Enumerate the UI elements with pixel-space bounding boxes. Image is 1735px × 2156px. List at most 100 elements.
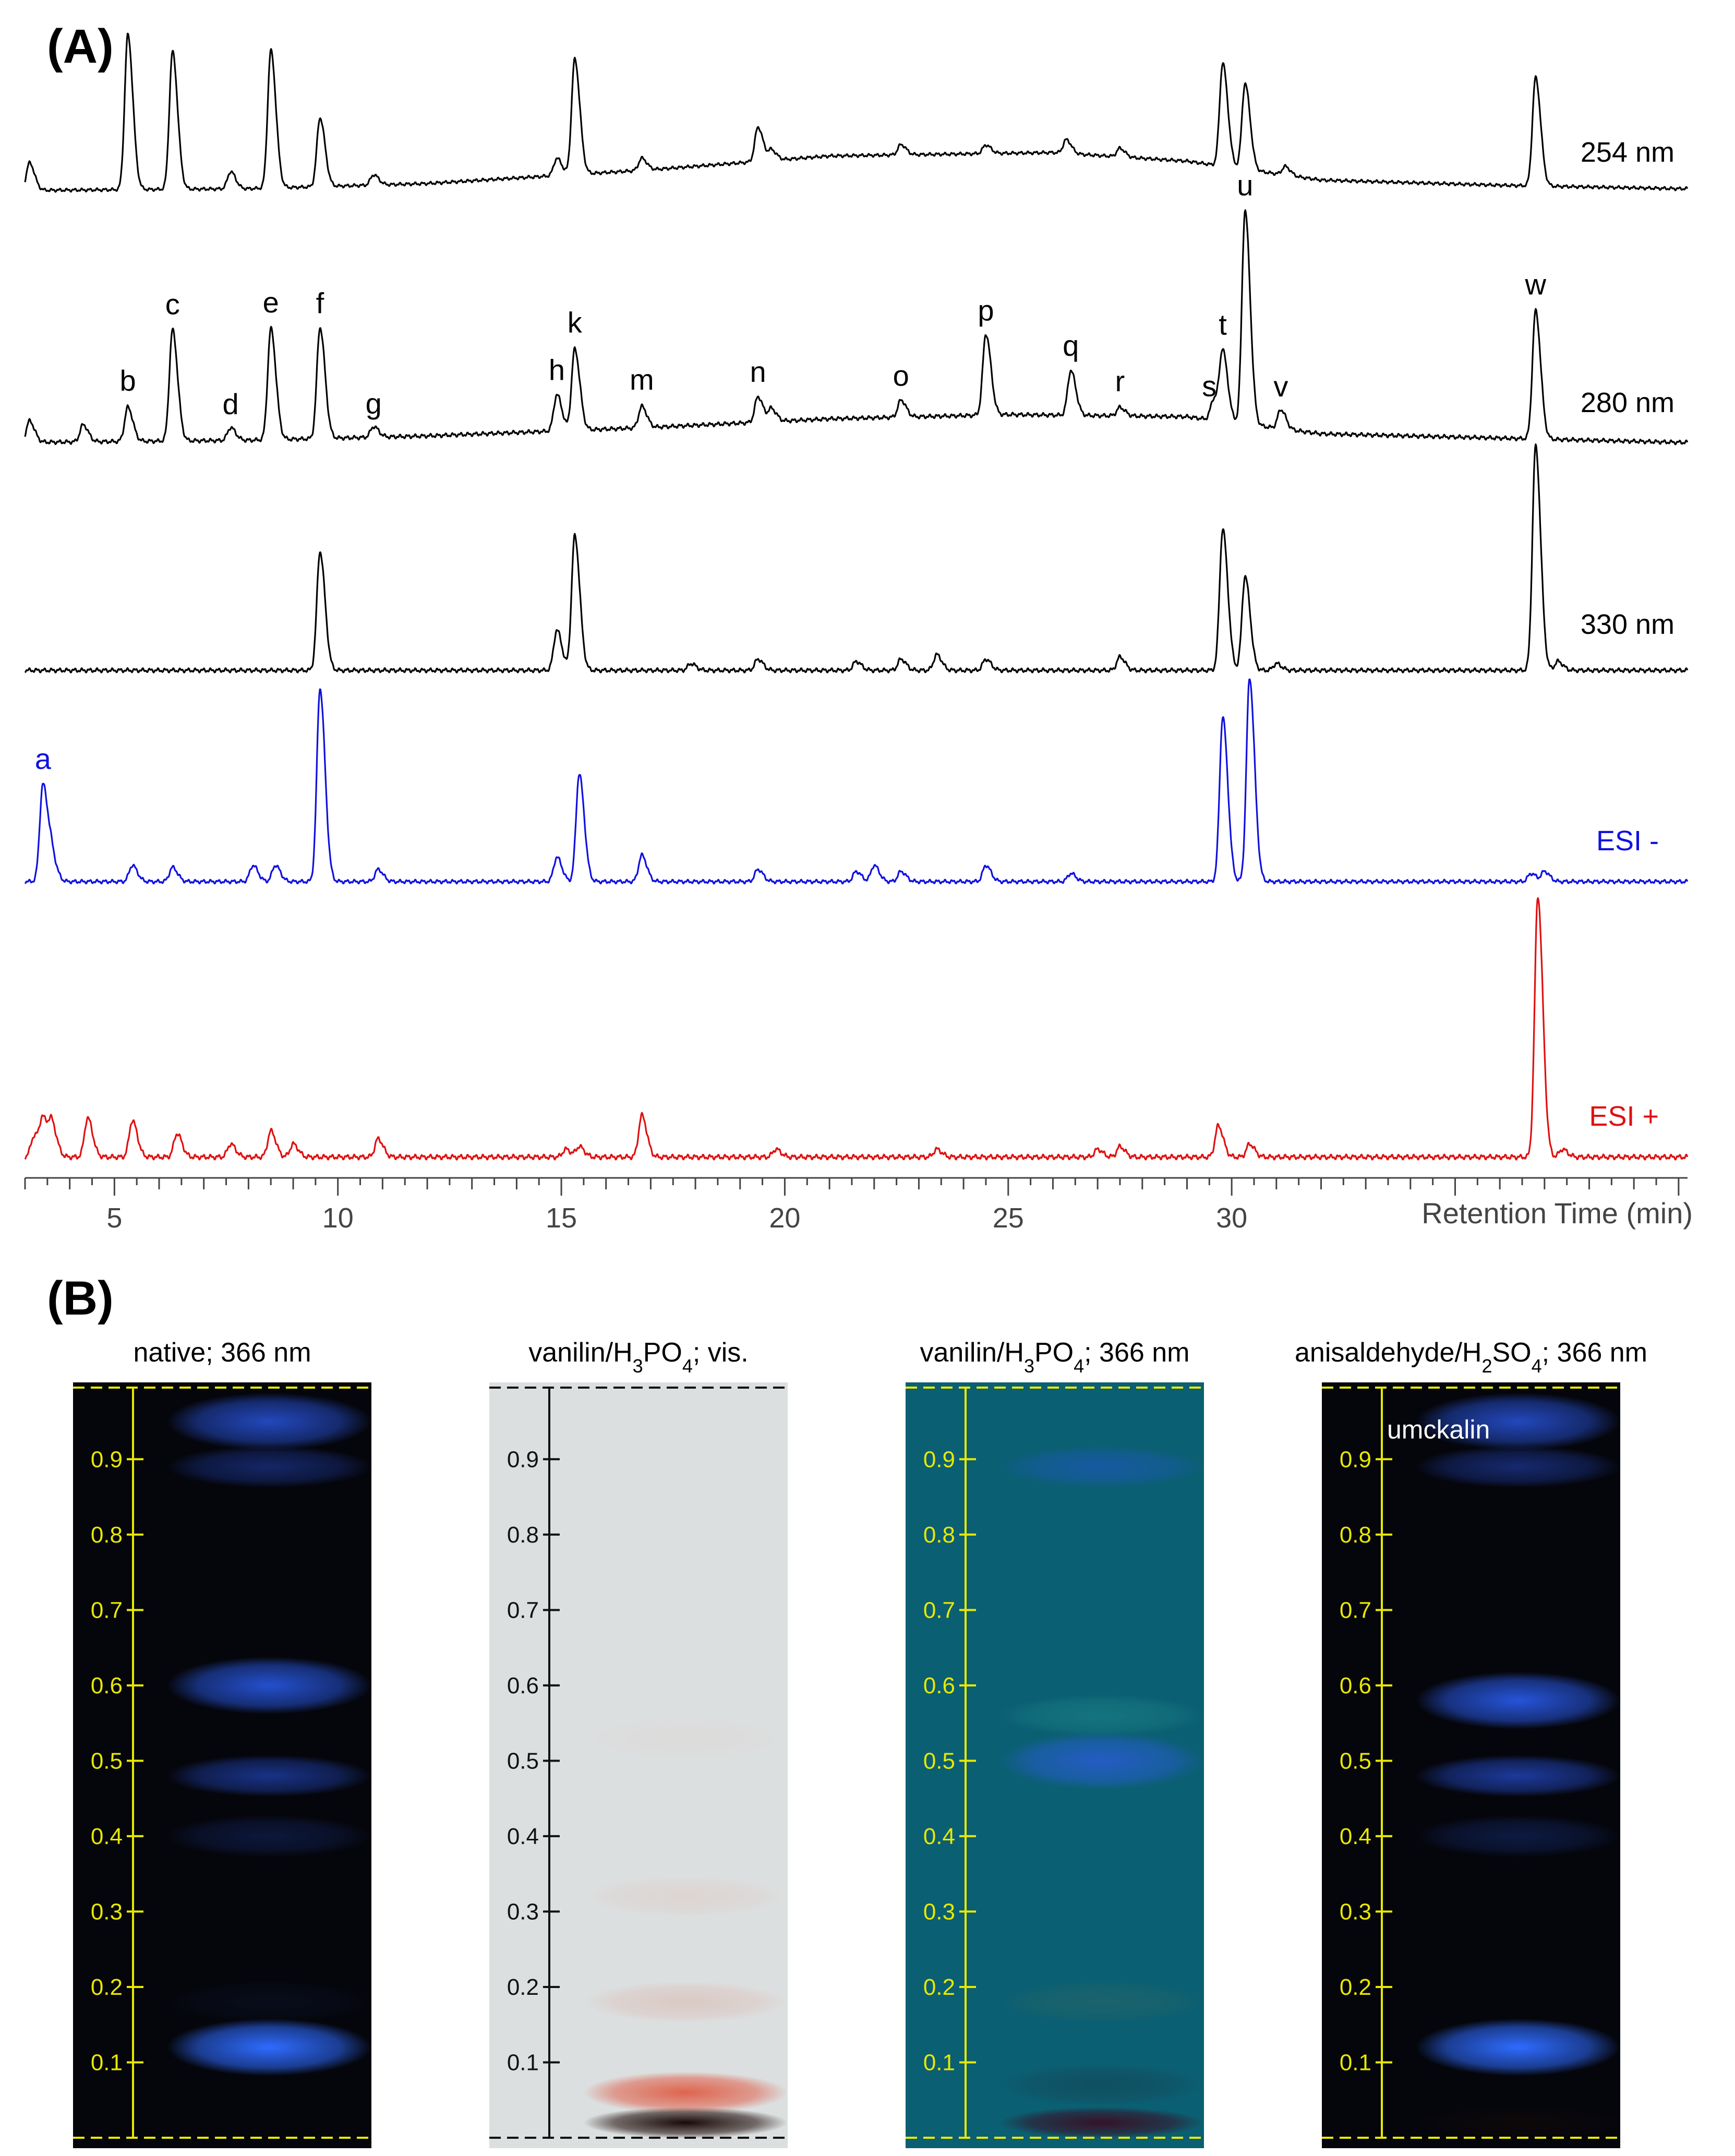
tlc-band — [583, 2107, 788, 2139]
tlc-band — [1416, 1446, 1620, 1488]
peak-label-u: u — [1237, 169, 1253, 202]
panel-b-label: (B) — [47, 1272, 114, 1325]
tlc-band — [999, 1446, 1204, 1488]
tlc-band — [999, 2107, 1204, 2139]
rf-tick-label: 0.7 — [1340, 1597, 1371, 1623]
rf-tick-label: 0.4 — [923, 1824, 955, 1849]
trace-ESI-- — [24, 678, 1689, 885]
rf-tick-label: 0.8 — [507, 1522, 539, 1548]
rf-tick-label: 0.9 — [923, 1447, 955, 1472]
tlc-band — [167, 1393, 371, 1451]
rf-tick-label: 0.6 — [507, 1673, 539, 1699]
rf-tick-label: 0.1 — [91, 2050, 123, 2075]
rf-tick-label: 0.9 — [507, 1447, 539, 1472]
tlc-band — [1416, 1393, 1620, 1451]
peak-label-r: r — [1115, 365, 1125, 398]
peak-label-a: a — [35, 742, 52, 775]
rf-tick-label: 0.5 — [923, 1748, 955, 1774]
trace-label: ESI - — [1596, 825, 1659, 857]
tlc-band — [1416, 1755, 1620, 1797]
peak-label-m: m — [630, 363, 654, 396]
rf-tick-label: 0.3 — [507, 1899, 539, 1924]
x-axis-title: Retention Time (min) — [1421, 1197, 1693, 1230]
rf-tick-label: 0.7 — [923, 1597, 955, 1623]
peak-label-w: w — [1524, 268, 1546, 300]
x-tick-label: 10 — [322, 1202, 354, 1234]
rf-tick-label: 0.3 — [91, 1899, 123, 1924]
rf-tick-label: 0.6 — [91, 1673, 123, 1699]
rf-tick-label: 0.2 — [507, 1974, 539, 2000]
rf-tick-label: 0.8 — [923, 1522, 955, 1548]
peak-label-o: o — [893, 359, 909, 392]
rf-tick-label: 0.2 — [923, 1974, 955, 2000]
trace-label: 330 nm — [1581, 609, 1674, 640]
peak-label-e: e — [263, 286, 279, 319]
trace-254-nm — [24, 32, 1689, 193]
tlc-band — [583, 2071, 788, 2114]
peak-label-v: v — [1273, 370, 1288, 403]
x-tick-label: 15 — [546, 1202, 577, 1234]
tlc-band — [999, 1694, 1204, 1737]
tlc-plate-4: anisaldehyde/H2SO4; 366 nm 0.1 0.2 0.3 0.4 0.… — [1295, 1338, 1647, 2148]
tlc-band — [1416, 2107, 1620, 2139]
tlc-band — [1416, 1815, 1620, 1857]
peak-label-b: b — [119, 364, 136, 397]
tlc-band — [583, 1981, 788, 2023]
rf-tick-label: 0.3 — [1340, 1899, 1371, 1924]
trace-label: 254 nm — [1581, 137, 1674, 168]
rf-tick-label: 0.5 — [507, 1748, 539, 1774]
rf-tick-label: 0.8 — [91, 1522, 123, 1548]
plate-title: anisaldehyde/H2SO4; 366 nm — [1295, 1338, 1647, 1377]
rf-tick-label: 0.2 — [1340, 1974, 1371, 2000]
peak-label-h: h — [549, 353, 565, 386]
tlc-band — [999, 1732, 1204, 1790]
plate-title: vanilin/H3PO4; 366 nm — [920, 1338, 1190, 1377]
rf-tick-label: 0.1 — [1340, 2050, 1371, 2075]
tlc-band — [583, 1875, 788, 1918]
peak-label-d: d — [223, 388, 239, 420]
peak-label-p: p — [978, 294, 994, 327]
rf-tick-label: 0.8 — [1340, 1522, 1371, 1548]
panel-a-label: (A) — [47, 20, 114, 73]
x-tick-label: 5 — [106, 1202, 122, 1234]
tlc-band — [167, 1446, 371, 1488]
x-tick-label: 20 — [769, 1202, 800, 1234]
trace-280-nm — [24, 209, 1689, 445]
peak-label-s: s — [1202, 370, 1216, 403]
tlc-band — [167, 1755, 371, 1797]
tlc-band — [167, 1656, 371, 1714]
tlc-band — [167, 2018, 371, 2076]
peak-label-f: f — [316, 287, 324, 320]
tlc-plate-1: native; 366 nm 0.1 0.2 0.3 0.4 0.5 0.6 0.7 0.8 0.… — [73, 1338, 371, 2148]
rf-tick-label: 0.1 — [507, 2050, 539, 2075]
x-tick-label: 25 — [993, 1202, 1024, 1234]
tlc-band — [167, 1815, 371, 1857]
rf-tick-label: 0.5 — [91, 1748, 123, 1774]
tlc-panel: native; 366 nm 0.1 0.2 0.3 0.4 0.5 0.6 0.7 0.8 0.… — [73, 1338, 1647, 2148]
tlc-band — [999, 1981, 1204, 2023]
tlc-plate-3: vanilin/H3PO4; 366 nm 0.1 0.2 0.3 0.4 0.5 0.6 0… — [906, 1338, 1204, 2148]
rf-tick-label: 0.7 — [507, 1597, 539, 1623]
trace-label: 280 nm — [1581, 387, 1674, 418]
umckalin-annotation: umckalin — [1387, 1415, 1490, 1444]
trace-330-nm — [24, 443, 1689, 673]
tlc-band — [583, 1717, 788, 1760]
chromatogram-panel: 254 nm 280 nm 330 nm ESI - ESI + a b c d e f g hk m n o… — [24, 32, 1689, 1234]
rf-tick-label: 0.9 — [1340, 1447, 1371, 1472]
tlc-plate-2: vanilin/H3PO4; vis. 0.1 0.2 0.3 0.4 0.5 0.6 0.7… — [489, 1338, 788, 2148]
peak-label-t: t — [1219, 308, 1227, 341]
rf-tick-label: 0.4 — [507, 1824, 539, 1849]
tlc-band — [1416, 1671, 1620, 1729]
x-tick-label: 30 — [1216, 1202, 1247, 1234]
rf-tick-label: 0.1 — [923, 2050, 955, 2075]
rf-tick-label: 0.2 — [91, 1974, 123, 2000]
plate-title: vanilin/H3PO4; vis. — [528, 1338, 749, 1377]
rf-tick-label: 0.6 — [1340, 1673, 1371, 1699]
rf-tick-label: 0.6 — [923, 1673, 955, 1699]
tlc-band — [999, 2064, 1204, 2106]
peak-label-k: k — [568, 306, 583, 339]
trace-label: ESI + — [1589, 1101, 1659, 1132]
rf-tick-label: 0.5 — [1340, 1748, 1371, 1774]
